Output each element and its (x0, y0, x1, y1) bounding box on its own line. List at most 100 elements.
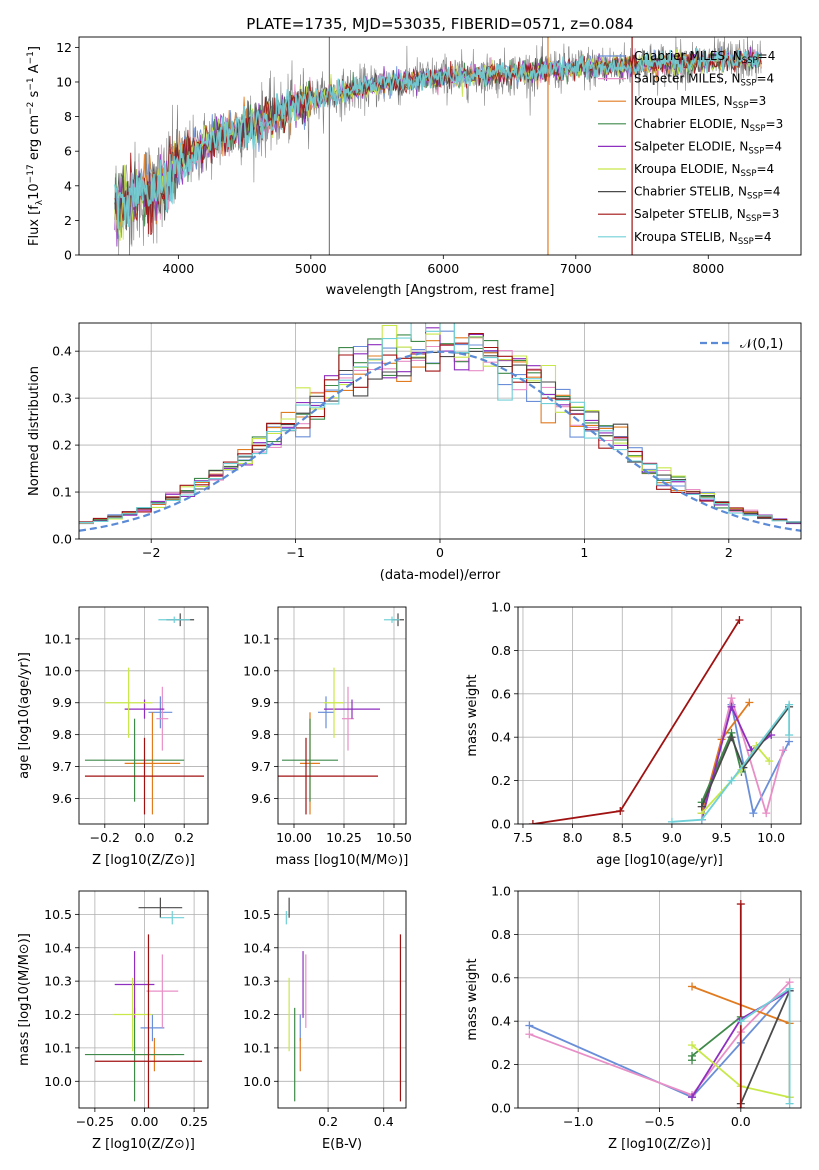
axes-frame (277, 606, 407, 825)
plot-area (518, 607, 801, 824)
plot-area (79, 323, 801, 539)
y-tick-label: 0.1 (52, 485, 72, 500)
axes-frame (78, 36, 802, 256)
y-tick-label: 2 (64, 213, 72, 228)
x-tick-label: 1 (580, 545, 588, 560)
legend-label: Chabrier STELIB, NSSP=4 (634, 185, 781, 202)
x-tick-label: −1.0 (563, 1114, 593, 1129)
x-tick-label: 10.50 (376, 830, 412, 845)
y-tick-label: 10.0 (243, 663, 271, 678)
y-tick-label: 9.6 (52, 791, 72, 806)
legend-label: Kroupa STELIB, NSSP=4 (634, 230, 772, 247)
legend-label-sub: SSP (741, 169, 757, 179)
x-axis-label: Z [log10(Z/Z⊙)] (92, 1137, 195, 1152)
x-tick-label: 10.00 (276, 830, 312, 845)
x-tick-label: 0.25 (180, 1114, 208, 1129)
chart-spectrum: 4000 5000 6000 7000 8000 0 2 4 6 8 10 12 wavelength … (26, 36, 802, 298)
y-tick-label: 10.5 (243, 907, 271, 922)
x-tick-label: 4000 (162, 261, 194, 276)
legend-label: Salpeter STELIB, NSSP=3 (634, 207, 779, 224)
y-tick-label: 10.0 (243, 1074, 271, 1089)
legend-label: Salpeter ELODIE, NSSP=4 (634, 139, 782, 156)
x-axis-label: Z [log10(Z/Z⊙)] (92, 853, 195, 868)
y-label-part: −1 (26, 51, 36, 64)
legend-label-tail: =4 (754, 230, 772, 244)
y-label-part: λ (35, 199, 45, 205)
series-line (529, 981, 791, 1097)
x-tick-label: −0.2 (90, 830, 120, 845)
legend-label-sub: SSP (733, 101, 749, 111)
normal-curve (79, 350, 801, 532)
legend-label-tail: =4 (756, 162, 774, 176)
y-tick-label: 10.3 (44, 974, 72, 989)
legend-label-main: Kroupa MILES, N (634, 94, 733, 108)
x-tick-label: −0.5 (644, 1114, 674, 1129)
y-tick-label: 0.2 (491, 1057, 511, 1072)
x-axis-label: wavelength [Angstrom, rest frame] (326, 283, 555, 298)
legend-label-tail: =4 (756, 72, 774, 86)
y-tick-label: 10.0 (44, 1074, 72, 1089)
legend-label-sub: SSP (747, 192, 763, 202)
legend-label: Chabrier MILES, NSSP=4 (634, 49, 775, 66)
chart-age_vs_mass: 10.00 10.25 10.50 9.6 9.7 9.8 9.9 10.0 10.1 mass … (243, 606, 412, 868)
y-tick-label: 0.6 (491, 686, 511, 701)
spectrum-model-line (114, 48, 763, 229)
histogram-step (79, 333, 801, 523)
legend-label-sub: SSP (741, 79, 757, 89)
x-tick-label: 0.0 (135, 830, 155, 845)
x-tick-label: 7.5 (513, 830, 533, 845)
y-tick-label: 10 (56, 74, 72, 89)
y-tick-label: 10.2 (44, 1007, 72, 1022)
histogram-step (79, 323, 801, 523)
x-axis-label: mass [log10(M/M⊙)] (276, 853, 409, 868)
x-tick-label: 2 (725, 545, 733, 560)
y-tick-label: 9.6 (251, 791, 271, 806)
y-label-part: ] (27, 46, 42, 51)
y-tick-label: 9.7 (251, 759, 271, 774)
figure-title: PLATE=1735, MJD=53035, FIBERID=0571, z=0… (246, 15, 633, 33)
legend-label-sub: SSP (750, 124, 766, 134)
x-tick-label: 7000 (560, 261, 592, 276)
chart-age_vs_Z: −0.2 0.0 0.2 9.6 9.7 9.8 9.9 10.0 10.1 Z [log10(Z… (17, 606, 209, 868)
y-axis-label: age [log10(age/yr)] (17, 652, 32, 779)
legend-label-sub: SSP (738, 237, 754, 247)
y-tick-label: 0.3 (52, 391, 72, 406)
y-tick-label: 4 (64, 178, 72, 193)
y-tick-label: 9.8 (251, 727, 271, 742)
axes-frame (78, 606, 209, 825)
plot-area (518, 891, 801, 1108)
x-tick-label: 5000 (295, 261, 327, 276)
series-line (739, 990, 791, 1105)
y-tick-label: 0.0 (52, 532, 72, 547)
y-tick-label: 0.4 (52, 344, 72, 359)
y-tick-label: 9.9 (251, 695, 271, 710)
legend-label: Kroupa MILES, NSSP=3 (634, 94, 766, 111)
x-tick-label: 0.2 (174, 830, 194, 845)
x-tick-label: −1 (286, 545, 304, 560)
y-tick-label: 8 (64, 109, 72, 124)
legend-label-tail: =3 (766, 117, 784, 131)
plot-area (79, 891, 208, 1108)
legend-label-tail: =3 (762, 207, 780, 221)
legend-label-sub: SSP (742, 56, 758, 66)
y-axis-label: Normed distribution (27, 366, 42, 496)
legend-label-tail: =3 (749, 94, 767, 108)
y-label-part: erg cm (27, 115, 42, 164)
y-axis-label: mass [log10(M/M⊙)] (17, 933, 32, 1066)
histogram-step (79, 327, 801, 525)
x-tick-label: 0 (436, 545, 444, 560)
plot-area (79, 607, 208, 824)
y-tick-label: 10.1 (243, 1040, 271, 1055)
y-tick-label: 0.0 (491, 1101, 511, 1116)
plot-area (278, 607, 406, 824)
y-tick-label: 1.0 (491, 884, 511, 899)
y-tick-label: 0.8 (491, 643, 511, 658)
legend-label-tail: =4 (763, 185, 781, 199)
y-label-part: A (27, 64, 42, 77)
legend-label-main: Chabrier ELODIE, N (634, 117, 750, 131)
y-tick-label: 10.1 (243, 631, 271, 646)
chart-mass_vs_Z: −0.25 0.00 0.25 10.0 10.1 10.2 10.3 10.4 10.5 Z [… (17, 890, 209, 1152)
legend-label-main: Salpeter STELIB, N (634, 207, 746, 221)
y-tick-label: 0.6 (491, 970, 511, 985)
